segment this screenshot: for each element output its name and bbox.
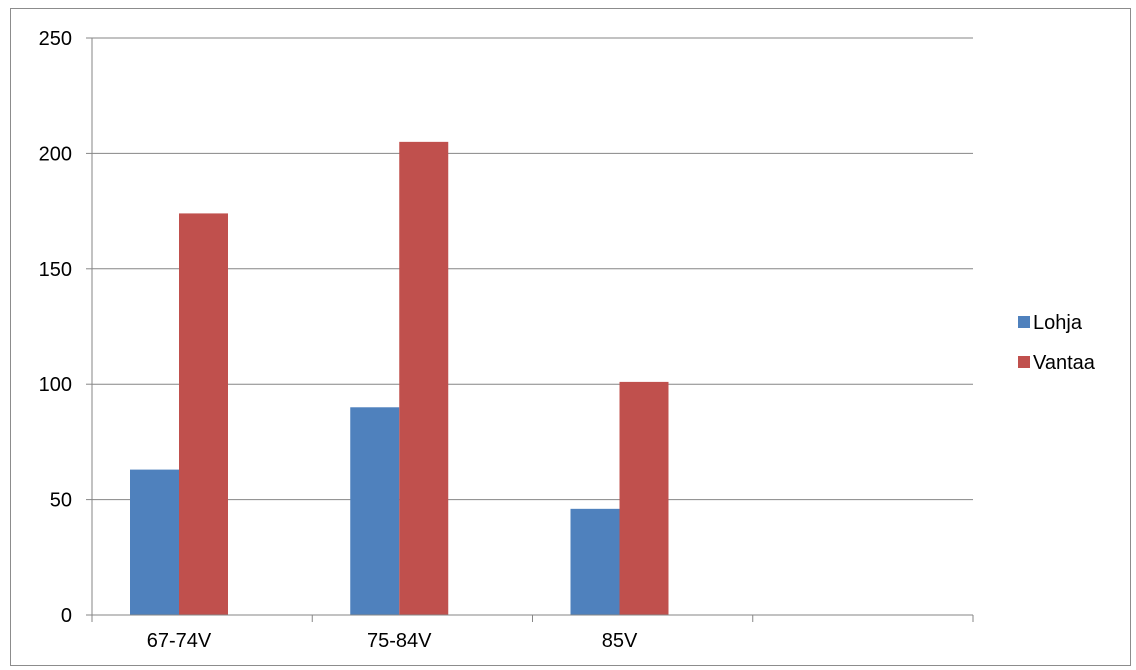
bar-lohja-67-74V (130, 469, 179, 615)
bar-lohja-85V (570, 508, 620, 615)
y-tick-label-100: 100 (39, 374, 72, 396)
legend-label-vantaa: Vantaa (1033, 352, 1096, 374)
y-tick-label-150: 150 (39, 259, 72, 281)
legend-label-lohja: Lohja (1033, 312, 1083, 334)
axes (86, 37, 974, 622)
x-tick-labels: 67-74V 75-84V 85V (147, 630, 638, 652)
y-tick-label-250: 250 (39, 28, 72, 50)
x-tick-label-67-74V: 67-74V (147, 630, 212, 652)
x-tick-label-75-84V: 75-84V (367, 630, 432, 652)
bar-vantaa-75-84V (399, 141, 449, 616)
x-tick-label-85V: 85V (602, 630, 638, 652)
bar-vantaa-85V (619, 381, 669, 615)
y-tick-label-0: 0 (61, 605, 72, 627)
y-tick-label-50: 50 (50, 490, 72, 512)
bar-lohja-75-84V (350, 407, 400, 615)
y-tick-labels: 0 50 100 150 200 250 (39, 28, 72, 627)
bar-vantaa-67-74V (179, 213, 228, 615)
legend-swatch-vantaa (1018, 356, 1030, 368)
bars (130, 141, 669, 616)
legend: Lohja Vantaa (1018, 312, 1096, 374)
gridlines (92, 37, 973, 501)
y-tick-label-200: 200 (39, 143, 72, 165)
legend-swatch-lohja (1018, 316, 1030, 328)
